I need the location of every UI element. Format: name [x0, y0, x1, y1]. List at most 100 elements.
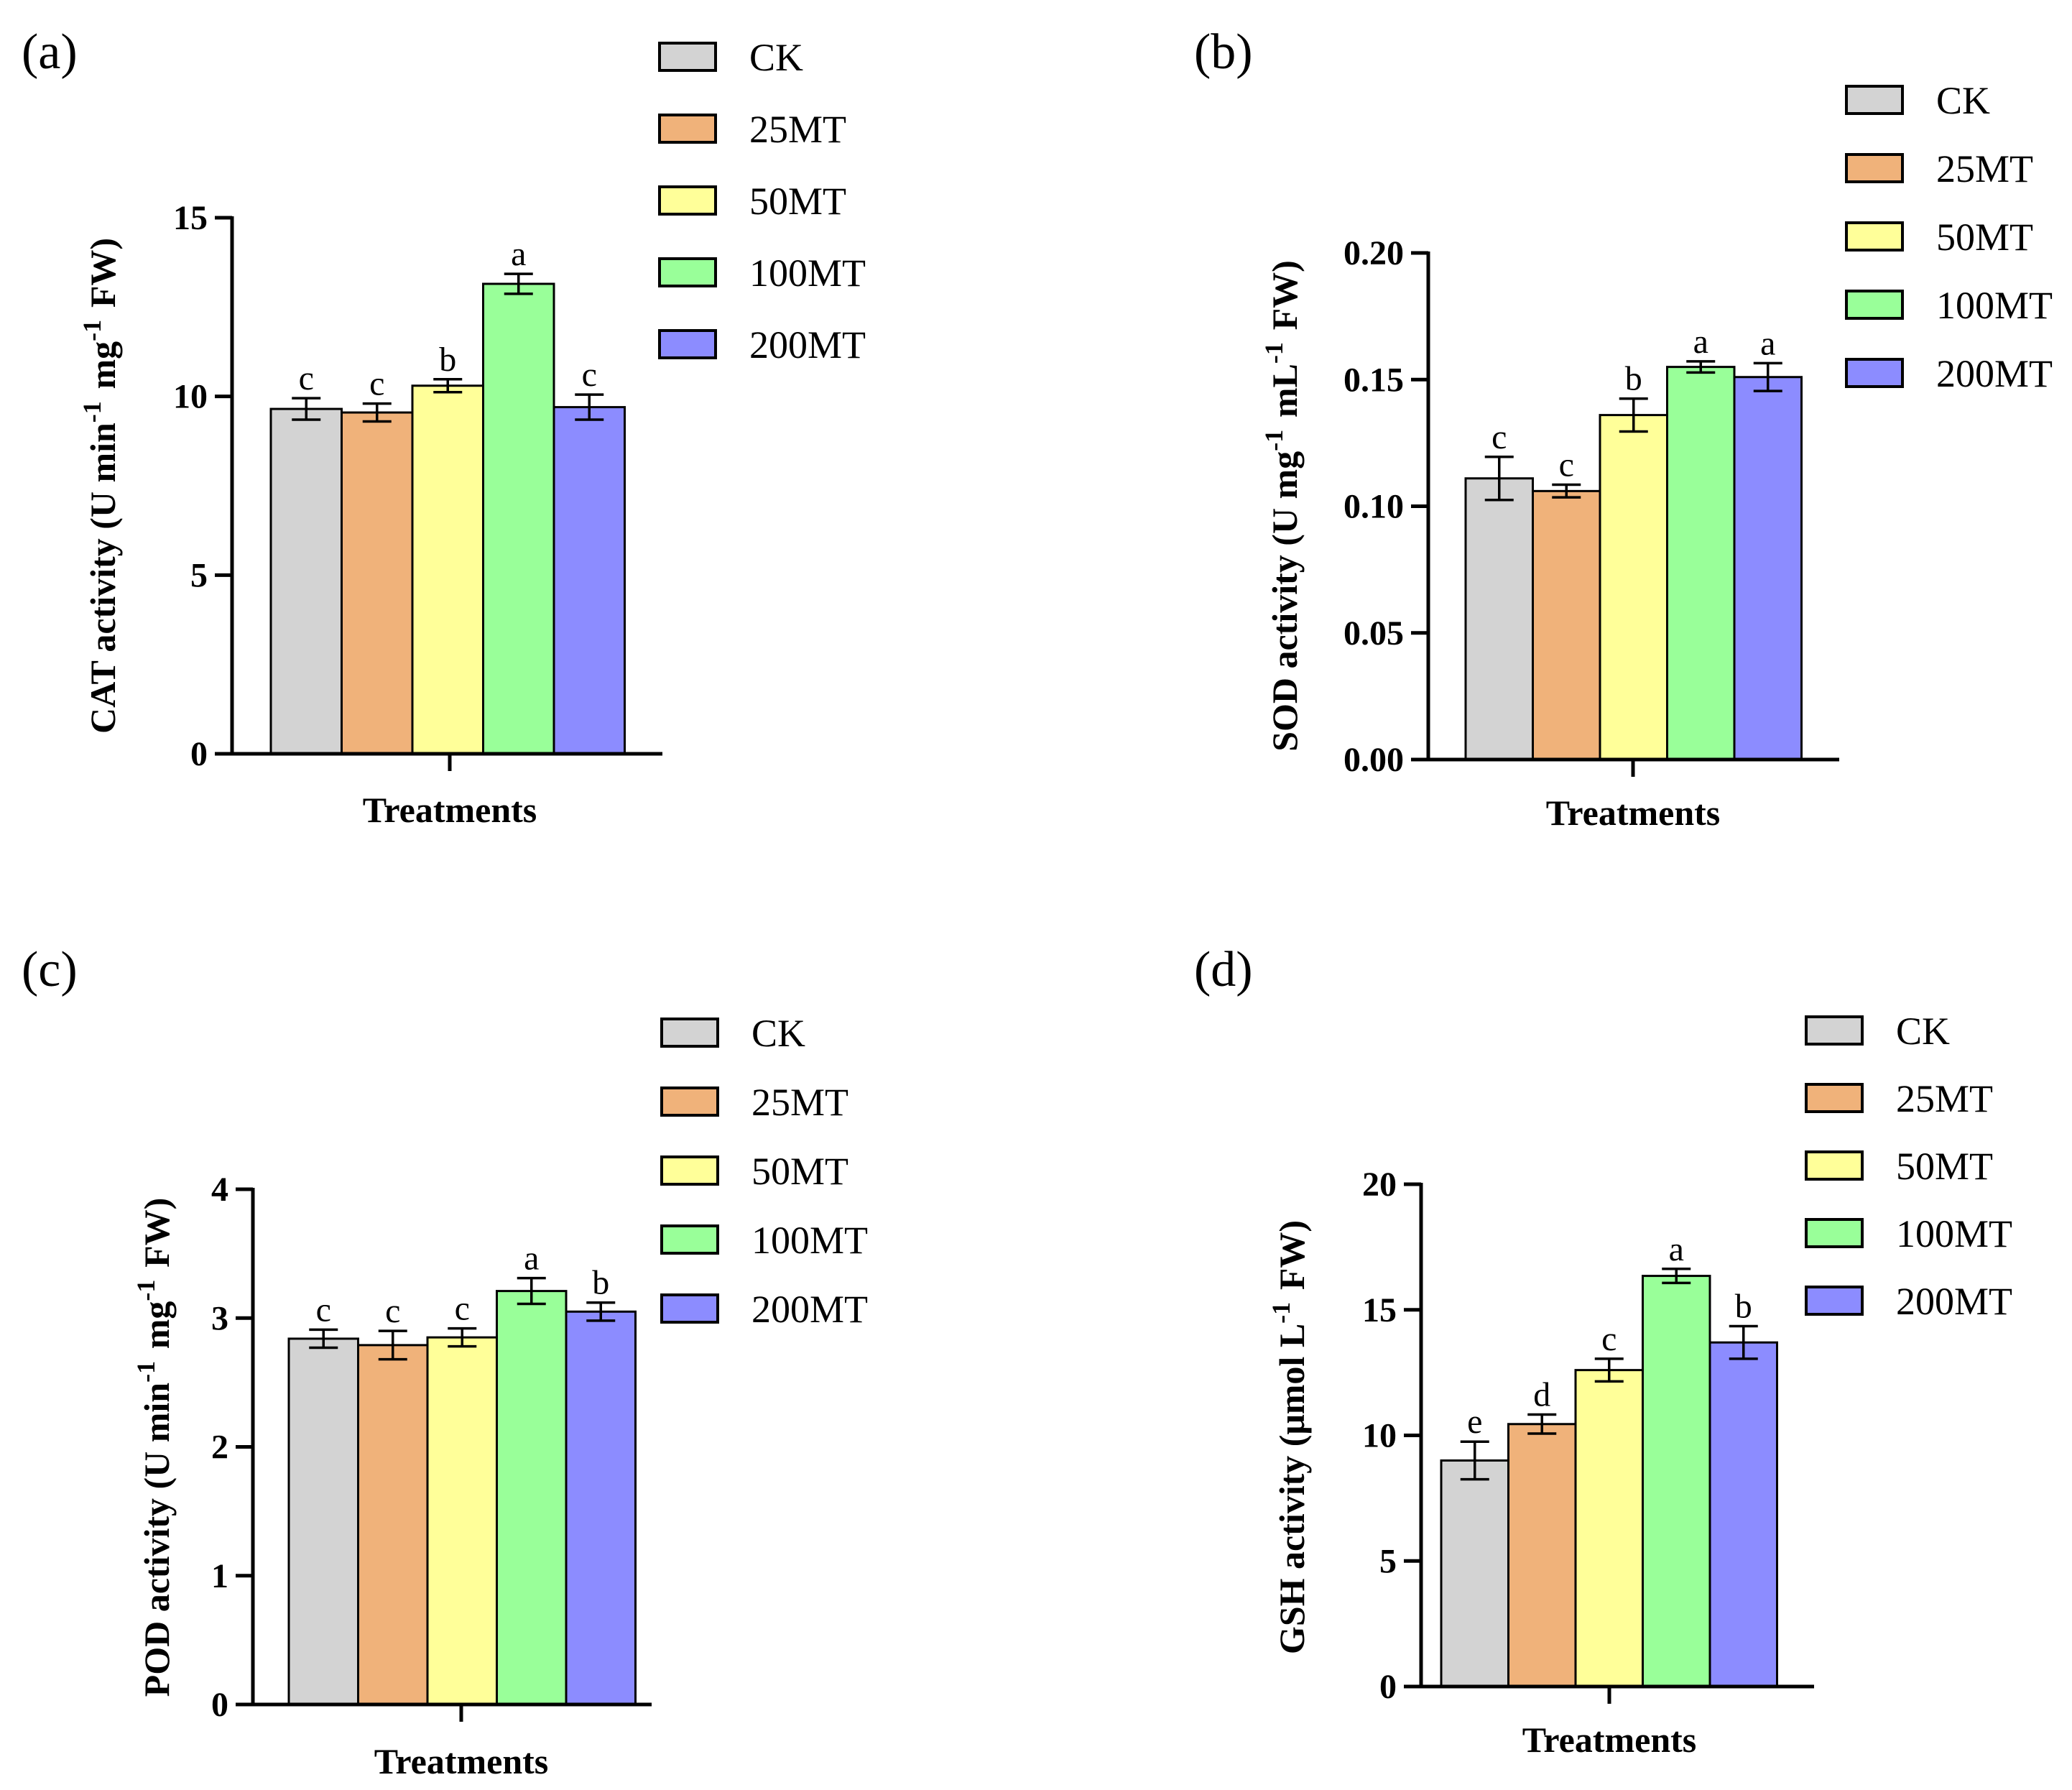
- significance-letter-25MT: c: [385, 1292, 400, 1330]
- significance-letter-50MT: b: [1625, 360, 1642, 398]
- legend-label-25MT: 25MT: [1896, 1077, 1993, 1120]
- error-bar-50MT: [1594, 1357, 1624, 1383]
- error-bar-200MT: [1753, 361, 1782, 392]
- significance-letter-50MT: b: [439, 341, 456, 379]
- chart-panel-0: (a) c c b a c 0 5 10 15 Treatments CAT activity (U …: [22, 24, 866, 830]
- bar-200MT: [565, 1310, 637, 1706]
- significance-letter-100MT: a: [1669, 1230, 1684, 1268]
- y-tick-label: 2: [211, 1429, 228, 1467]
- y-axis-title: POD activity (U min-1 mg-1 FW): [131, 1198, 177, 1697]
- legend-label-200MT: 200MT: [749, 323, 866, 366]
- bar-25MT: [357, 1344, 429, 1706]
- error-bar-CK: [292, 397, 321, 421]
- significance-letter-CK: c: [1491, 418, 1507, 456]
- x-axis-title: Treatments: [1546, 793, 1721, 833]
- legend-label-50MT: 50MT: [1896, 1145, 1993, 1188]
- error-bar-100MT: [517, 1276, 546, 1306]
- y-tick-label: 5: [1379, 1542, 1397, 1580]
- significance-letter-100MT: a: [511, 235, 526, 273]
- significance-letter-200MT: b: [592, 1264, 609, 1302]
- panel-label: (a): [22, 24, 78, 80]
- y-tick-label: 15: [1362, 1291, 1397, 1329]
- legend-swatch-100MT: [1845, 290, 1904, 320]
- y-axis-title: CAT activity (U min-1 mg-1 FW): [78, 238, 123, 734]
- legend-swatch-CK: [1845, 85, 1904, 115]
- significance-letter-50MT: c: [1601, 1320, 1617, 1358]
- legend-label-25MT: 25MT: [751, 1081, 848, 1124]
- error-bar-25MT: [362, 402, 392, 423]
- legend-label-200MT: 200MT: [1936, 352, 2053, 395]
- significance-letter-50MT: c: [455, 1290, 470, 1328]
- error-bar-200MT: [1729, 1324, 1758, 1360]
- bar-25MT: [1532, 489, 1601, 761]
- bar-25MT: [1507, 1423, 1577, 1688]
- y-tick-label: 0: [1379, 1668, 1397, 1706]
- y-tick-label: 5: [190, 556, 208, 594]
- y-axis-title: GSH activity (μmol L-1 FW): [1267, 1220, 1312, 1654]
- legend-swatch-CK: [1805, 1015, 1864, 1046]
- bar-25MT: [341, 411, 414, 755]
- legend-swatch-50MT: [658, 185, 717, 216]
- x-axis-title: Treatments: [1522, 1720, 1697, 1760]
- error-bar-100MT: [504, 272, 533, 295]
- significance-letter-25MT: c: [1559, 446, 1574, 484]
- bar-200MT: [1733, 376, 1803, 761]
- legend-swatch-CK: [660, 1018, 719, 1048]
- error-bar-50MT: [1619, 397, 1648, 433]
- bar-CK: [1464, 477, 1534, 761]
- y-tick-label: 10: [1362, 1417, 1397, 1455]
- bar-CK: [1440, 1459, 1509, 1688]
- bar-200MT: [1708, 1341, 1778, 1688]
- legend-swatch-200MT: [1805, 1286, 1864, 1316]
- bar-CK: [269, 407, 343, 755]
- y-tick-label: 0: [211, 1686, 228, 1724]
- bar-50MT: [426, 1336, 498, 1706]
- legend-swatch-25MT: [1805, 1083, 1864, 1113]
- y-tick-label: 10: [173, 378, 208, 416]
- error-bar-200MT: [586, 1301, 616, 1322]
- y-tick-label: 3: [211, 1299, 228, 1337]
- legend-swatch-200MT: [660, 1293, 719, 1324]
- y-axis-title: SOD activity (U mg-1 mL-1 FW): [1259, 260, 1305, 752]
- error-bar-200MT: [575, 393, 604, 421]
- x-axis-title: Treatments: [374, 1741, 549, 1781]
- legend-label-CK: CK: [1936, 79, 1990, 122]
- legend-swatch-25MT: [658, 114, 717, 144]
- legend-label-100MT: 100MT: [751, 1219, 868, 1262]
- significance-letter-CK: c: [299, 359, 314, 397]
- bar-200MT: [552, 406, 626, 755]
- y-tick-label: 0.00: [1343, 741, 1404, 779]
- y-tick-label: 0: [190, 735, 208, 773]
- legend-label-CK: CK: [1896, 1010, 1950, 1053]
- significance-letter-25MT: d: [1533, 1375, 1550, 1413]
- significance-letter-200MT: a: [1760, 324, 1775, 362]
- legend-label-50MT: 50MT: [1936, 216, 2033, 259]
- legend-label-200MT: 200MT: [751, 1288, 868, 1331]
- legend-swatch-200MT: [658, 329, 717, 359]
- legend-swatch-100MT: [1805, 1218, 1864, 1248]
- chart-panel-2: (c) c c c a b 0 1 2 3 4 Treatments POD activity (U m…: [22, 942, 868, 1781]
- significance-letter-100MT: a: [524, 1240, 539, 1278]
- error-bar-50MT: [433, 378, 463, 394]
- significance-letter-CK: e: [1467, 1403, 1482, 1441]
- y-tick-label: 1: [211, 1557, 228, 1595]
- legend-swatch-100MT: [660, 1224, 719, 1255]
- chart-panel-3: (d) e d c a b 0 5 10 15 20 Treatments GSH activity (…: [1194, 942, 2012, 1760]
- legend-swatch-50MT: [660, 1155, 719, 1186]
- legend-swatch-200MT: [1845, 358, 1904, 388]
- bar-100MT: [1642, 1275, 1711, 1688]
- panel-label: (b): [1194, 24, 1253, 80]
- bar-100MT: [496, 1290, 568, 1706]
- significance-letter-200MT: b: [1735, 1287, 1752, 1325]
- panel-label: (d): [1194, 942, 1253, 997]
- error-bar-CK: [309, 1328, 338, 1350]
- legend-label-50MT: 50MT: [749, 180, 846, 223]
- y-tick-label: 0.15: [1343, 361, 1404, 399]
- significance-letter-200MT: c: [582, 356, 597, 394]
- legend-label-50MT: 50MT: [751, 1150, 848, 1193]
- legend-swatch-50MT: [1805, 1150, 1864, 1181]
- bar-50MT: [411, 384, 484, 755]
- legend-swatch-25MT: [660, 1087, 719, 1117]
- significance-letter-25MT: c: [369, 365, 384, 403]
